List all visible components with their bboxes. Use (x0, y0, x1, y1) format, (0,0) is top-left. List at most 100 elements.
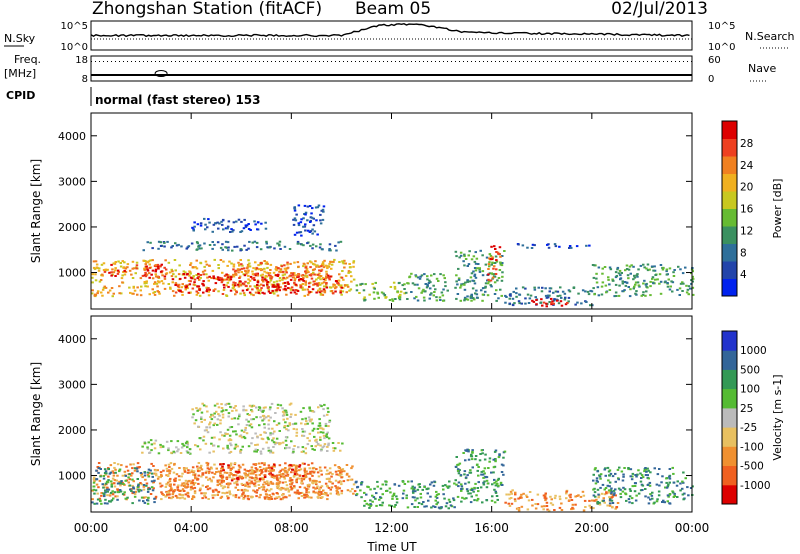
heatmap-cell (189, 488, 193, 491)
heatmap-cell (276, 478, 279, 481)
heatmap-cell (668, 502, 672, 505)
heatmap-cell (637, 268, 640, 271)
heatmap-cell (633, 485, 637, 487)
heatmap-cell (181, 283, 184, 286)
heatmap-cell (245, 289, 249, 291)
heatmap-cell (597, 294, 601, 297)
heatmap-cell (146, 269, 150, 272)
heatmap-cell (493, 265, 496, 268)
heatmap-cell (114, 471, 117, 474)
heatmap-cell (417, 502, 421, 505)
heatmap-cell (275, 477, 279, 479)
heatmap-cell (501, 262, 504, 264)
heatmap-cell (107, 475, 110, 478)
heatmap-cell (328, 419, 332, 422)
heatmap-cell (193, 221, 196, 224)
heatmap-cell (156, 265, 160, 268)
heatmap-region (141, 439, 344, 455)
heatmap-cell (211, 230, 214, 233)
heatmap-cell (493, 450, 497, 453)
heatmap-cell (265, 240, 268, 243)
heatmap-cell (267, 290, 271, 293)
heatmap-cell (142, 485, 146, 488)
heatmap-cell (244, 270, 248, 273)
heatmap-cell (101, 483, 104, 486)
heatmap-cell (132, 463, 135, 466)
heatmap-cell (193, 490, 197, 493)
heatmap-cell (283, 426, 286, 429)
heatmap-cell (182, 273, 185, 275)
heatmap-cell (304, 266, 307, 269)
heatmap-cell (648, 481, 652, 484)
heatmap-cell (151, 247, 154, 250)
heatmap-cell (482, 473, 485, 476)
heatmap-cell (296, 491, 299, 494)
heatmap-cell (496, 479, 500, 481)
heatmap-cell (108, 493, 112, 496)
heatmap-cell (413, 506, 416, 508)
heatmap-cell (316, 496, 320, 499)
heatmap-cell (150, 486, 154, 489)
heatmap-cell (212, 277, 216, 280)
heatmap-cell (414, 275, 418, 278)
heatmap-cell (264, 469, 268, 472)
heatmap-cell (504, 501, 507, 504)
heatmap-cell (123, 269, 126, 272)
heatmap-cell (228, 476, 231, 479)
heatmap-cell (526, 508, 530, 511)
heatmap-cell (309, 479, 312, 482)
heatmap-cell (159, 485, 163, 488)
heatmap-cell (332, 449, 336, 452)
heatmap-cell (435, 496, 439, 499)
heatmap-cell (596, 480, 599, 483)
heatmap-cell (499, 481, 503, 484)
heatmap-cell (129, 488, 132, 491)
heatmap-cell (649, 498, 652, 501)
heatmap-cell (321, 446, 324, 449)
heatmap-cell (284, 481, 287, 484)
colorbar-swatch (722, 226, 737, 244)
heatmap-cell (279, 268, 283, 271)
heatmap-cell (282, 288, 285, 291)
heatmap-cell (250, 409, 253, 412)
heatmap-cell (548, 290, 551, 293)
heatmap-cell (281, 414, 285, 417)
heatmap-cell (263, 476, 267, 478)
heatmap-cell (173, 294, 176, 297)
heatmap-cell (481, 293, 485, 296)
heatmap-cell (306, 488, 310, 491)
heatmap-cell (234, 486, 237, 489)
heatmap-cell (241, 463, 245, 466)
heatmap-cell (146, 474, 150, 476)
heatmap-cell (269, 416, 272, 419)
heatmap-cell (268, 494, 271, 497)
heatmap-cell (559, 294, 562, 297)
heatmap-cell (264, 490, 268, 493)
heatmap-cell (111, 493, 115, 496)
heatmap-cell (486, 482, 490, 485)
heatmap-cell (306, 270, 309, 273)
heatmap-cell (220, 220, 223, 223)
heatmap-cell (300, 450, 304, 453)
heatmap-cell (159, 270, 163, 273)
heatmap-cell (217, 413, 220, 416)
heatmap-cell (196, 470, 200, 472)
heatmap-cell (323, 443, 327, 446)
heatmap-cell (167, 449, 170, 452)
heatmap-cell (267, 484, 270, 487)
heatmap-cell (250, 470, 254, 473)
heatmap-cell (147, 496, 150, 499)
heatmap-cell (297, 497, 300, 500)
heatmap-cell (634, 283, 637, 286)
heatmap-cell (237, 464, 241, 467)
heatmap-cell (210, 436, 214, 439)
heatmap-cell (556, 290, 560, 293)
heatmap-cell (116, 491, 120, 494)
heatmap-cell (339, 449, 342, 452)
heatmap-cell (408, 275, 412, 278)
heatmap-cell (284, 269, 288, 272)
heatmap-cell (686, 288, 690, 291)
heatmap-cell (281, 441, 285, 444)
heatmap-cell (216, 402, 219, 405)
heatmap-cell (499, 255, 502, 258)
